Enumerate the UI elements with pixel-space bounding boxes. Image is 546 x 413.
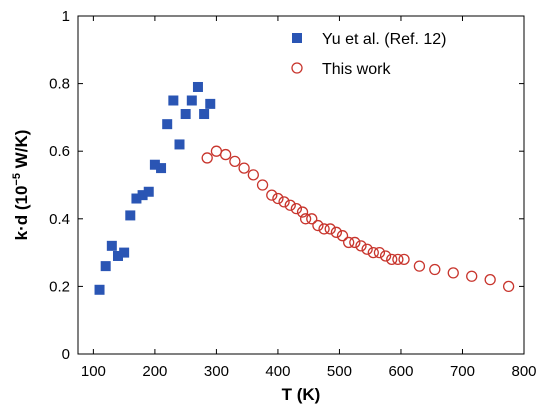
y-axis-title-exponent: −5	[11, 173, 23, 186]
data-point-this-work	[429, 263, 441, 276]
data-point-this-work	[398, 253, 410, 266]
data-point-this-work	[386, 253, 398, 266]
data-point-yu	[100, 261, 111, 272]
data-point-this-work	[238, 162, 250, 174]
x-axis-title: T (K)	[282, 385, 321, 404]
data-point-yu	[192, 81, 203, 92]
data-point-this-work	[447, 267, 459, 279]
data-point-this-work	[413, 260, 426, 272]
data-point-yu	[205, 98, 216, 109]
legend-label-yu: Yu et al. (Ref. 12)	[322, 31, 447, 48]
data-point-this-work	[324, 223, 336, 235]
data-point-this-work	[355, 240, 367, 252]
x-tick-label: 300	[204, 363, 229, 380]
data-point-this-work	[256, 179, 269, 191]
y-tick-label: 0.4	[49, 211, 70, 228]
data-point-this-work	[349, 236, 361, 249]
y-tick-label: 0.6	[49, 143, 70, 160]
data-point-this-work	[284, 199, 296, 211]
data-point-this-work	[290, 203, 303, 215]
data-point-yu	[174, 139, 185, 150]
data-points	[94, 81, 515, 295]
y-tick-label: 0	[62, 346, 70, 363]
data-point-yu	[94, 284, 105, 295]
data-point-this-work	[392, 253, 404, 266]
data-point-yu	[156, 163, 167, 174]
data-point-yu	[199, 109, 210, 120]
y-tick-label: 0.8	[49, 76, 70, 93]
data-point-this-work	[229, 155, 241, 167]
data-point-this-work	[367, 246, 379, 259]
data-point-this-work	[318, 223, 330, 235]
data-point-this-work	[336, 230, 349, 242]
legend-marker-yu	[292, 33, 302, 43]
data-point-this-work	[299, 213, 312, 225]
data-point-this-work	[466, 270, 478, 282]
data-point-this-work	[210, 145, 223, 157]
y-axis-title-suffix: W/K)	[12, 130, 31, 173]
data-point-this-work	[247, 169, 259, 181]
x-tick-label: 100	[81, 363, 106, 380]
data-point-this-work	[306, 213, 318, 225]
data-point-this-work	[278, 196, 290, 208]
data-point-this-work	[272, 192, 284, 205]
plot-area-frame	[77, 15, 525, 355]
data-point-yu	[112, 250, 123, 261]
data-point-yu	[149, 159, 160, 170]
x-axis-ticks: 100 200 300 400 500 600 700 800	[81, 16, 537, 380]
legend-label-this-work: This work	[322, 61, 391, 78]
data-point-this-work	[343, 236, 355, 249]
x-tick-label: 400	[265, 363, 290, 380]
y-axis-title-prefix: k·d (10	[12, 186, 31, 241]
data-point-yu	[186, 95, 197, 106]
x-tick-label: 600	[388, 363, 413, 380]
data-point-yu	[125, 210, 136, 221]
legend: Yu et al. (Ref. 12) This work	[291, 31, 447, 78]
data-point-this-work	[502, 280, 515, 293]
y-axis-ticks: 0 0.2 0.4 0.6 0.8 1	[49, 8, 524, 363]
data-point-yu	[180, 109, 191, 120]
data-point-this-work	[201, 152, 213, 164]
data-point-this-work	[373, 246, 386, 259]
data-point-yu	[143, 186, 154, 197]
data-point-this-work	[330, 226, 343, 238]
data-point-yu	[168, 95, 179, 106]
data-point-yu	[131, 193, 142, 204]
y-tick-label: 0.2	[49, 278, 70, 295]
x-tick-label: 500	[327, 363, 352, 380]
data-point-this-work	[484, 273, 496, 286]
data-point-yu	[162, 119, 173, 130]
data-point-yu	[106, 240, 117, 251]
data-point-this-work	[379, 250, 392, 262]
y-axis-title: k·d (10−5 W/K)	[11, 130, 31, 241]
data-point-this-work	[219, 148, 232, 161]
data-point-this-work	[361, 243, 373, 255]
legend-marker-this-work	[291, 62, 303, 74]
x-tick-label: 800	[511, 363, 536, 380]
data-point-this-work	[296, 206, 309, 218]
x-tick-label: 700	[450, 363, 475, 380]
data-point-this-work	[266, 189, 278, 201]
data-point-yu	[137, 190, 148, 201]
y-tick-label: 1	[62, 8, 70, 25]
data-point-this-work	[312, 219, 324, 232]
x-tick-label: 200	[142, 363, 167, 380]
data-point-yu	[119, 247, 130, 258]
